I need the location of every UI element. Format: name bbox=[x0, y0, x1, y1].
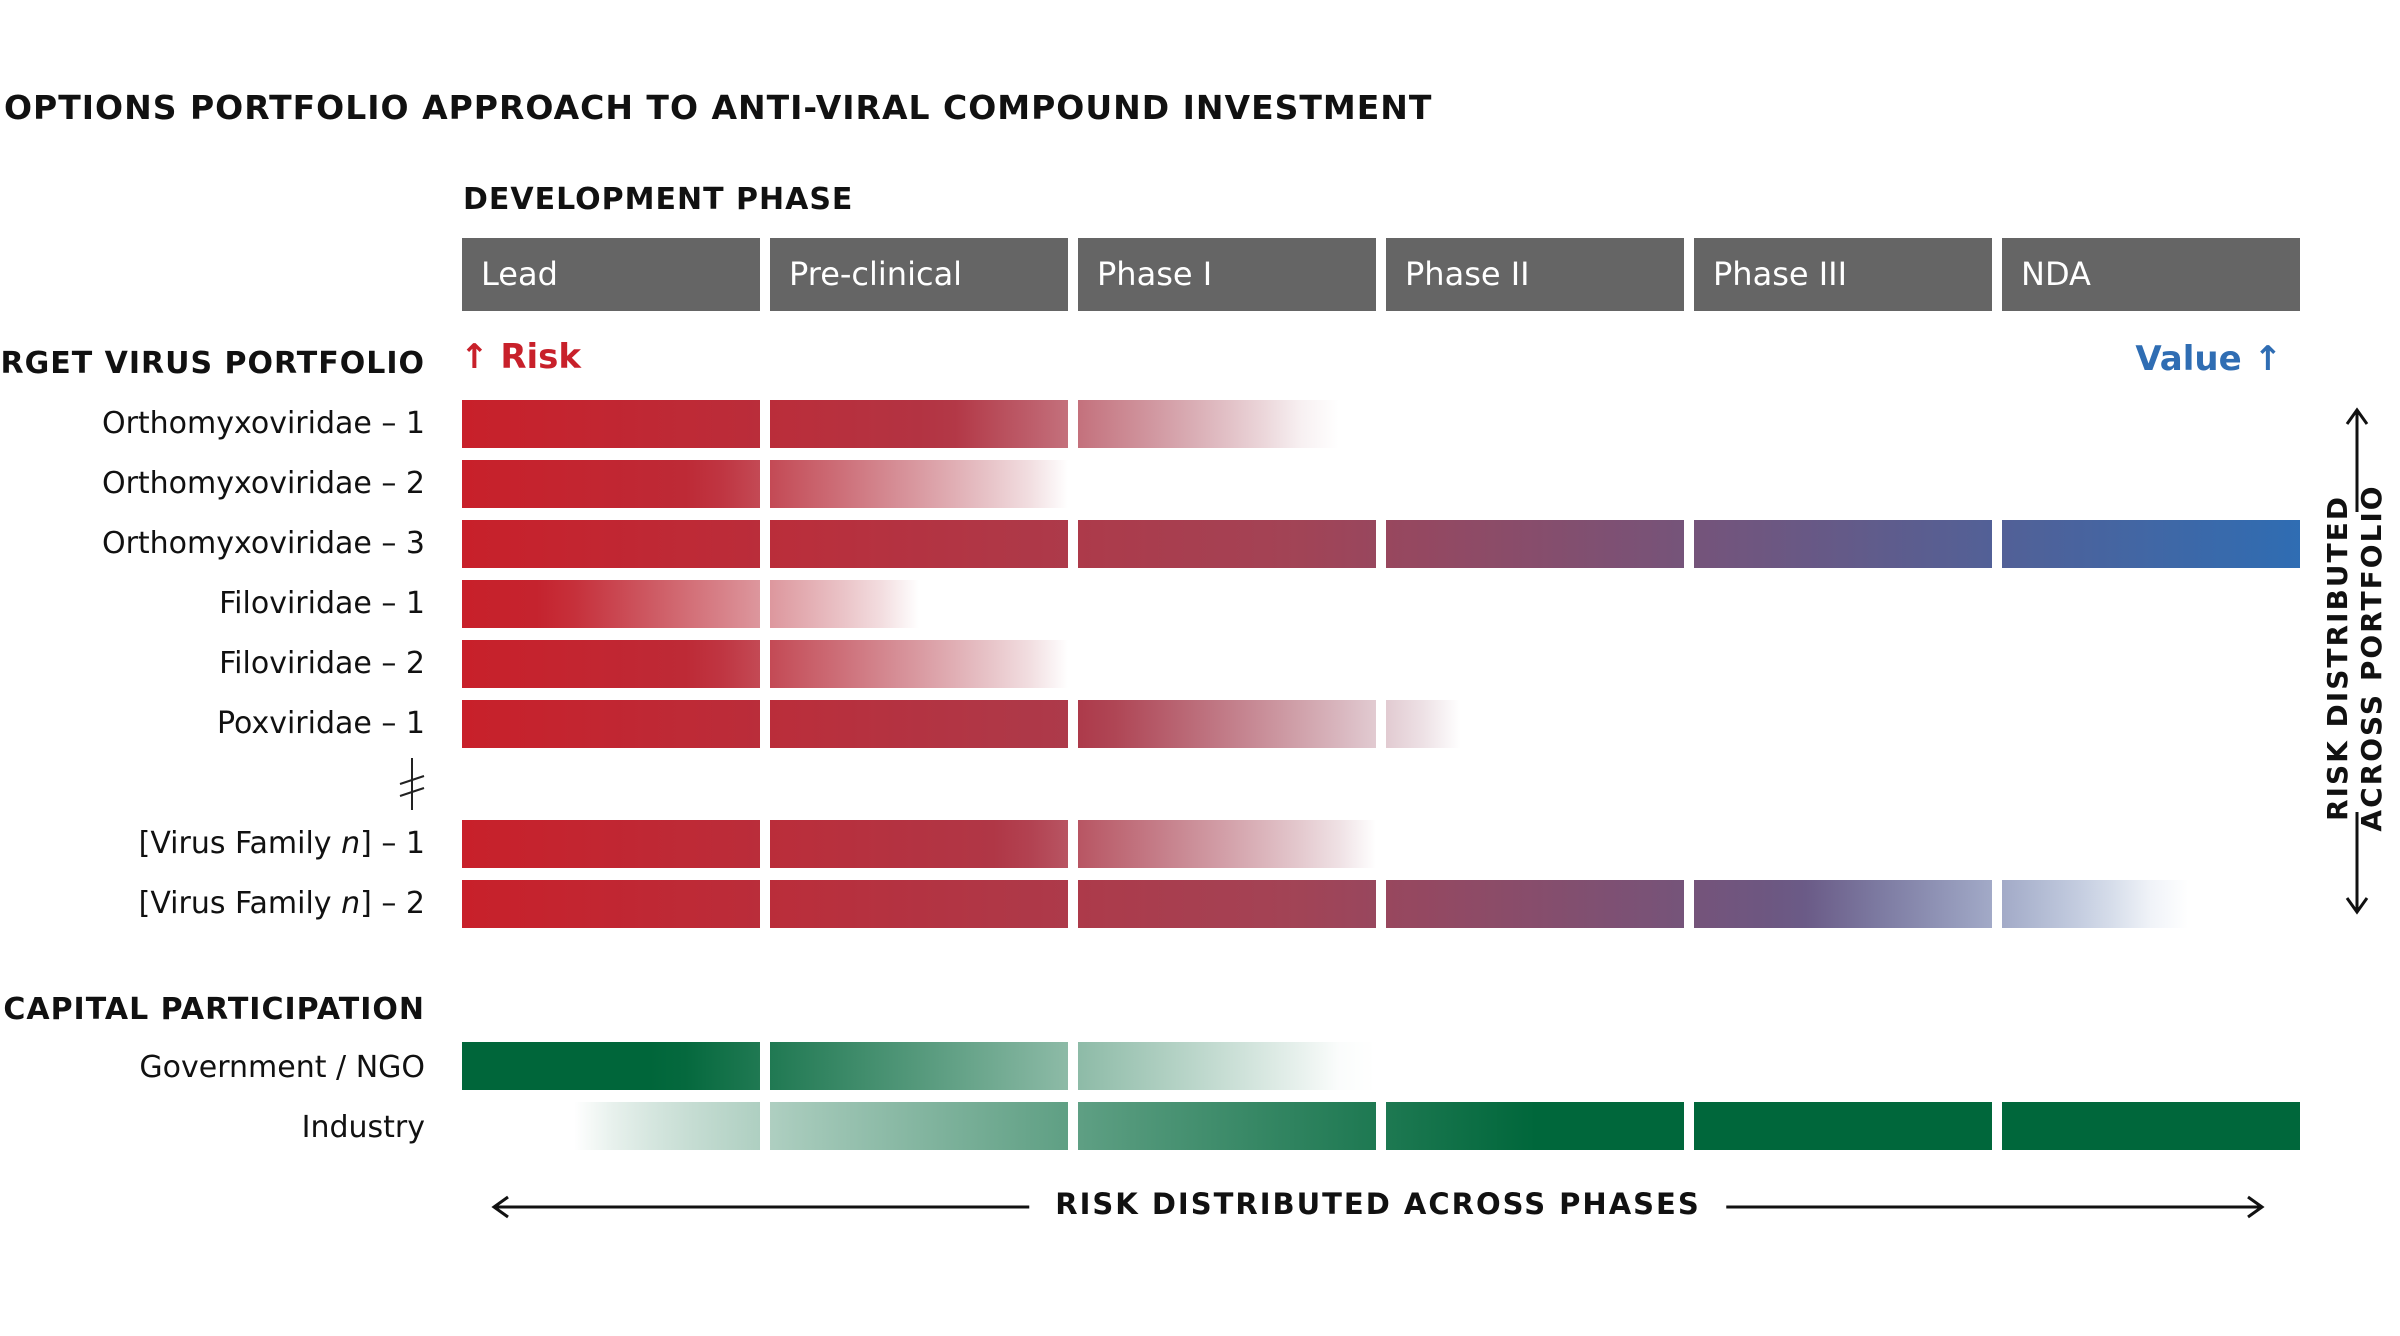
phase-header-lead: Lead bbox=[462, 238, 760, 311]
virus-bar-segment bbox=[770, 460, 1068, 508]
virus-bar-segment bbox=[1078, 700, 1376, 748]
development-phase-label: DEVELOPMENT PHASE bbox=[463, 182, 854, 217]
industry-bar-segment bbox=[2002, 1102, 2300, 1150]
virus-bar-segment bbox=[462, 520, 760, 568]
value-label-text: Value bbox=[2135, 339, 2242, 379]
phase-header-pre-clinical: Pre-clinical bbox=[770, 238, 1068, 311]
virus-bar-segment bbox=[462, 700, 760, 748]
target-virus-portfolio-label: TARGET VIRUS PORTFOLIO bbox=[0, 346, 425, 381]
risk-label-text: Risk bbox=[500, 337, 582, 377]
virus-bar-segment bbox=[2002, 880, 2300, 928]
industry-bar-segment bbox=[1078, 1102, 1376, 1150]
virus-bar-segment bbox=[770, 880, 1068, 928]
arrow-up-icon: ↑ bbox=[460, 337, 489, 377]
virus-bar-segment bbox=[1694, 880, 1992, 928]
industry-bar-segment bbox=[1694, 1102, 1992, 1150]
phase-header-phase-ii: Phase II bbox=[1386, 238, 1684, 311]
virus-bar-segment bbox=[2002, 520, 2300, 568]
virus-row-label: Orthomyxoviridae – 2 bbox=[101, 466, 425, 501]
industry-bar-segment bbox=[462, 1102, 760, 1150]
government-bar-segment bbox=[462, 1042, 760, 1090]
main-title: OPTIONS PORTFOLIO APPROACH TO ANTI-VIRAL… bbox=[4, 88, 1433, 127]
value-indicator: Value ↑ bbox=[2135, 339, 2282, 379]
capital-participation-label: CAPITAL PARTICIPATION bbox=[3, 992, 425, 1027]
horizontal-axis-label: RISK DISTRIBUTED ACROSS PHASES bbox=[1029, 1187, 1727, 1221]
virus-bar-segment bbox=[770, 400, 1068, 448]
virus-bar-segment bbox=[770, 580, 1068, 628]
phase-header-phase-i: Phase I bbox=[1078, 238, 1376, 311]
virus-bar-segment bbox=[1078, 520, 1376, 568]
vertical-axis-label: RISK DISTRIBUTED ACROSS PORTFOLIO bbox=[2321, 484, 2388, 832]
virus-bar-segment bbox=[770, 700, 1068, 748]
virus-bar-segment bbox=[1694, 520, 1992, 568]
virus-bar-segment bbox=[462, 640, 760, 688]
phase-header-phase-iii: Phase III bbox=[1694, 238, 1992, 311]
break-marker bbox=[399, 758, 425, 810]
virus-row-label: Poxviridae – 1 bbox=[216, 706, 425, 741]
capital-row-label: Industry bbox=[301, 1110, 425, 1145]
risk-indicator: ↑ Risk bbox=[460, 337, 581, 377]
virus-bar-segment bbox=[1078, 880, 1376, 928]
virus-row-label: Orthomyxoviridae – 3 bbox=[101, 526, 425, 561]
industry-bar-segment bbox=[770, 1102, 1068, 1150]
capital-row-label: Government / NGO bbox=[139, 1050, 425, 1085]
arrow-up-icon: ↑ bbox=[2253, 339, 2283, 379]
virus-bar-segment bbox=[1078, 400, 1376, 448]
virus-bar-segment bbox=[770, 640, 1068, 688]
virus-bar-segment bbox=[1078, 820, 1376, 868]
virus-row-label: [Virus Family n] – 2 bbox=[138, 886, 425, 921]
virus-bar-segment bbox=[770, 820, 1068, 868]
virus-row-label: [Virus Family n] – 1 bbox=[138, 826, 425, 861]
virus-row-label: Filoviridae – 1 bbox=[219, 586, 425, 621]
virus-row-label: Filoviridae – 2 bbox=[219, 646, 425, 681]
virus-row-label: Orthomyxoviridae – 1 bbox=[101, 406, 425, 441]
virus-bar-segment bbox=[462, 580, 760, 628]
virus-bar-segment bbox=[462, 400, 760, 448]
phase-header-nda: NDA bbox=[2002, 238, 2300, 311]
virus-bar-segment bbox=[1386, 700, 1684, 748]
virus-bar-segment bbox=[770, 520, 1068, 568]
virus-bar-segment bbox=[1386, 880, 1684, 928]
virus-bar-segment bbox=[462, 820, 760, 868]
industry-bar-segment bbox=[1386, 1102, 1684, 1150]
government-bar-segment bbox=[1078, 1042, 1376, 1090]
virus-bar-segment bbox=[462, 880, 760, 928]
vertical-double-arrow bbox=[2345, 407, 2369, 915]
virus-bar-segment bbox=[462, 460, 760, 508]
virus-bar-segment bbox=[1386, 520, 1684, 568]
government-bar-segment bbox=[770, 1042, 1068, 1090]
